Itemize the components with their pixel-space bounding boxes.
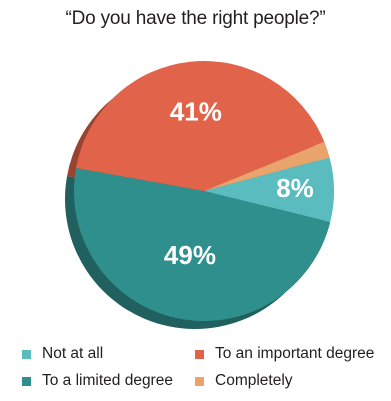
pie-slice-completely xyxy=(204,141,330,191)
pie-slice-to-a-limited-degree xyxy=(73,167,331,322)
chart-title: “Do you have the right people?” xyxy=(65,8,326,29)
pie-slices xyxy=(73,60,334,322)
data-label-to-a-limited-degree: 49% xyxy=(164,240,216,270)
data-label-to-an-important-degree: 41% xyxy=(170,96,222,126)
pie-slice-not-at-all xyxy=(204,157,334,223)
pie-data-labels: 8% 49% 41% xyxy=(164,96,314,270)
pie-slice-to-an-important-degree xyxy=(76,60,325,191)
data-label-not-at-all: 8% xyxy=(276,173,314,203)
